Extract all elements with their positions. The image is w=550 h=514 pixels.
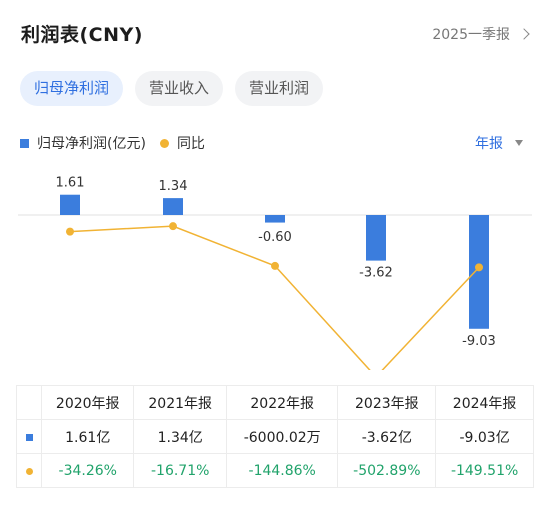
tab-operating-profit[interactable]: 营业利润 [235, 71, 324, 106]
legend-line-swatch [159, 138, 169, 148]
tab-revenue[interactable]: 营业收入 [135, 71, 224, 106]
chart-legend: 归母净利润(亿元) 同比 [20, 133, 205, 153]
yoy-point [169, 222, 177, 231]
table-header: 2023年报 [337, 385, 437, 420]
table-row: 1.61亿 1.34亿 -6000.02万 -3.62亿 -9.03亿 [16, 419, 534, 454]
bar [366, 215, 386, 261]
table-cell: -144.86% [225, 453, 339, 488]
table-header: 2020年报 [40, 385, 135, 420]
table-header: 2022年报 [225, 385, 339, 420]
table-cell: 1.34亿 [133, 419, 227, 454]
table-header: 2021年报 [133, 385, 227, 420]
data-table: 2020年报 2021年报 2022年报 2023年报 2024年报 1.61亿… [16, 385, 534, 488]
table-cell: -3.62亿 [337, 419, 437, 454]
bar [265, 215, 285, 223]
period-label: 2025一季报 [432, 27, 510, 43]
dropdown-arrow-icon [515, 140, 523, 146]
table-cell: -16.71% [133, 453, 227, 488]
period-selector[interactable]: 2025一季报 [432, 24, 530, 44]
yoy-point [271, 261, 279, 270]
bar-key-icon [25, 433, 33, 441]
profit-chart: 1.61 1.34 -0.60 -3.62 -9.03 [18, 176, 532, 370]
chevron-right-icon [518, 28, 530, 40]
table-header-row: 2020年报 2021年报 2022年报 2023年报 2024年报 [16, 385, 534, 420]
bar-data-label: -0.60 [258, 230, 292, 245]
table-cell: 1.61亿 [40, 419, 135, 454]
bar [163, 198, 183, 215]
yoy-point [475, 263, 483, 272]
header: 利润表(CNY) 2025一季报 [0, 0, 550, 64]
report-type-label: 年报 [475, 136, 503, 152]
table-header: 2024年报 [435, 385, 534, 420]
bar-data-label: 1.61 [56, 176, 85, 191]
legend-series-profit: 归母净利润(亿元) [37, 136, 146, 152]
report-type-dropdown[interactable]: 年报 [475, 133, 523, 153]
tab-net-profit[interactable]: 归母净利润 [20, 71, 124, 106]
bar [469, 215, 489, 329]
table-cell: -149.51% [435, 453, 534, 488]
yoy-point [66, 227, 74, 236]
page-title: 利润表(CNY) [21, 24, 143, 46]
table-cell: -6000.02万 [225, 419, 339, 454]
bar-data-label: -9.03 [462, 334, 496, 349]
bar-data-label: 1.34 [159, 179, 188, 194]
bar [60, 194, 80, 215]
table-row: -34.26% -16.71% -144.86% -502.89% -149.5… [16, 453, 534, 488]
table-cell: -9.03亿 [435, 419, 534, 454]
line-key-icon [25, 467, 33, 475]
legend-bar-swatch [20, 138, 29, 148]
legend-series-yoy: 同比 [176, 136, 205, 152]
table-cell: -34.26% [40, 453, 135, 488]
table-cell: -502.89% [337, 453, 437, 488]
bar-data-label: -3.62 [359, 266, 393, 281]
yoy-line [69, 225, 480, 370]
metric-tabs: 归母净利润 营业收入 营业利润 [20, 71, 324, 106]
